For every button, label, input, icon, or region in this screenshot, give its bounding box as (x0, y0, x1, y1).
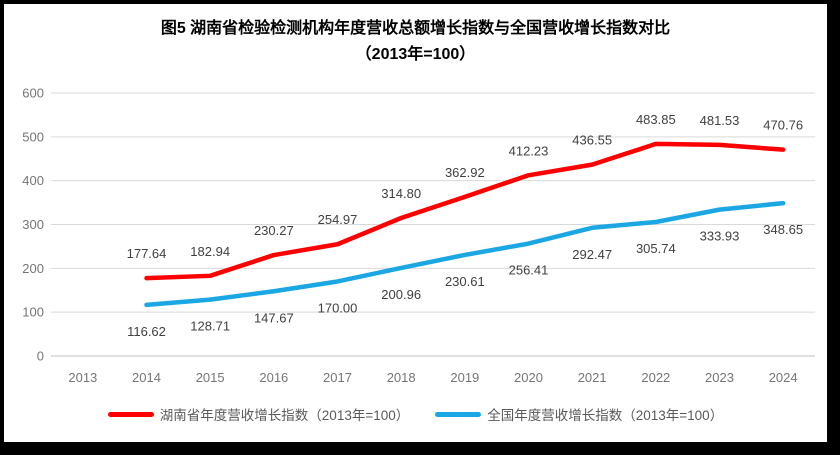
hunan-series-line (144, 141, 786, 281)
national-series-data-label: 292.47 (572, 247, 612, 262)
hunan-series-data-label: 481.53 (700, 113, 740, 128)
hunan-series-data-label: 470.76 (763, 118, 803, 133)
x-axis-tick-label: 2021 (578, 370, 607, 385)
hunan-series-swatch (107, 411, 154, 417)
legend-item-hunan: 湖南省年度营收增长指数（2013年=100） (107, 404, 410, 424)
hunan-series-data-label: 230.27 (254, 223, 294, 238)
y-axis-tick-label: 100 (22, 305, 44, 320)
y-axis-tick-label: 500 (22, 129, 44, 144)
y-axis-tick-label: 600 (22, 86, 44, 101)
hunan-series-data-label: 412.23 (509, 143, 549, 158)
x-axis-tick-label: 2015 (196, 370, 225, 385)
national-series-data-label: 230.61 (445, 274, 485, 289)
national-series-line (144, 200, 786, 308)
chart-title: 图5 湖南省检验检测机构年度营收总额增长指数与全国营收增长指数对比 （2013年… (4, 16, 827, 68)
y-axis-tick-label: 200 (22, 261, 44, 276)
national-series-swatch (435, 411, 482, 417)
chart-legend: 湖南省年度营收增长指数（2013年=100） 全国年度营收增长指数（2013年=… (4, 404, 827, 424)
hunan-series-data-label: 254.97 (318, 212, 358, 227)
x-axis-tick-label: 2019 (450, 370, 479, 385)
national-series-data-label: 305.74 (636, 241, 676, 256)
hunan-series-data-label: 483.85 (636, 112, 676, 127)
x-axis-tick-label: 2022 (641, 370, 670, 385)
x-axis-tick-label: 2017 (323, 370, 352, 385)
national-series-data-label: 170.00 (318, 300, 358, 315)
national-series-data-label: 333.93 (700, 229, 740, 244)
y-axis-tick-label: 400 (22, 173, 44, 188)
x-axis-tick-label: 2014 (132, 370, 161, 385)
x-axis-tick-label: 2023 (705, 370, 734, 385)
hunan-series-data-label: 182.94 (190, 244, 230, 259)
x-axis-tick-label: 2024 (769, 370, 798, 385)
national-series-data-label: 116.62 (127, 324, 166, 339)
chart-plot-frame: 图5 湖南省检验检测机构年度营收总额增长指数与全国营收增长指数对比 （2013年… (4, 4, 827, 442)
chart-title-line2: （2013年=100） (355, 46, 476, 63)
national-series-data-label: 200.96 (381, 287, 421, 302)
hunan-series-data-label: 314.80 (381, 186, 421, 201)
hunan-series-data-label: 436.55 (572, 133, 612, 148)
hunan-series-data-label: 362.92 (445, 165, 485, 180)
national-series-label: 全国年度营收增长指数（2013年=100） (487, 408, 724, 423)
national-series-data-label: 147.67 (254, 310, 294, 325)
national-series-data-label: 256.41 (509, 263, 549, 278)
y-axis-tick-label: 0 (37, 349, 44, 364)
x-axis-tick-label: 2016 (259, 370, 288, 385)
chart-title-line1: 图5 湖南省检验检测机构年度营收总额增长指数与全国营收增长指数对比 (160, 20, 671, 37)
line-chart: 0 100 200 300 400 500 600 2013 2014 2015 2016 2017 2… (22, 86, 815, 385)
national-series-data-label: 128.71 (190, 319, 230, 334)
x-axis-tick-label: 2018 (387, 370, 416, 385)
x-axis-tick-label: 2013 (68, 370, 97, 385)
hunan-series-data-label: 177.64 (127, 246, 167, 261)
y-axis-tick-label: 300 (22, 217, 44, 232)
national-series-data-label: 348.65 (763, 222, 803, 237)
x-axis-tick-label: 2020 (514, 370, 543, 385)
legend-item-national: 全国年度营收增长指数（2013年=100） (435, 404, 723, 424)
hunan-series-label: 湖南省年度营收增长指数（2013年=100） (159, 408, 410, 423)
